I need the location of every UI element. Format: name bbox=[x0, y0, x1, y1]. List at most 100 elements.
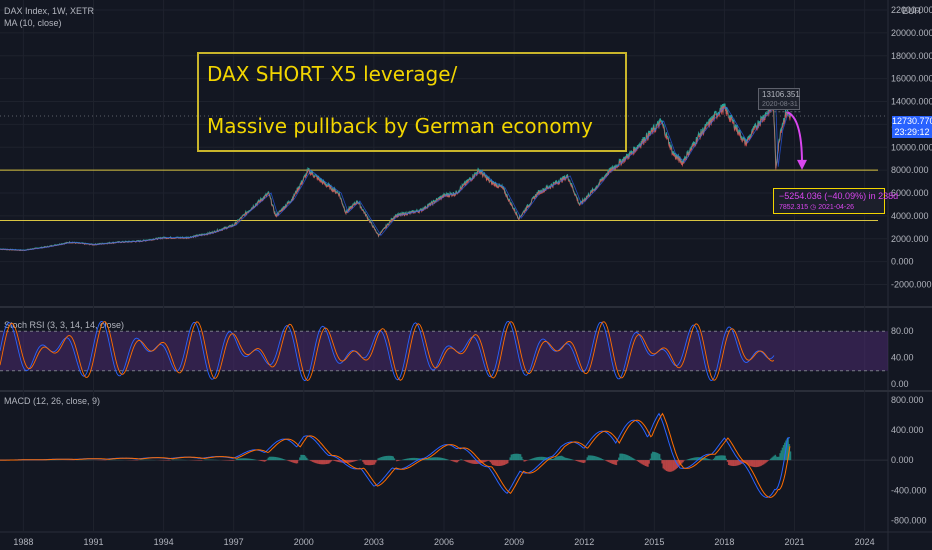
macd-histogram-bar bbox=[432, 457, 434, 461]
macd-histogram-bar bbox=[595, 456, 598, 461]
macd-histogram-bar bbox=[593, 455, 595, 461]
macd-histogram-bar bbox=[396, 460, 398, 462]
macd-histogram-bar bbox=[706, 458, 709, 461]
macd-histogram-bar bbox=[634, 459, 636, 461]
macd-histogram-bar bbox=[439, 457, 441, 461]
macd-histogram-bar bbox=[660, 458, 662, 461]
macd-histogram-bar bbox=[716, 455, 718, 461]
macd-histogram-bar bbox=[487, 460, 489, 461]
macd-histogram-bar bbox=[516, 453, 518, 461]
macd-histogram-bar bbox=[752, 460, 754, 467]
macd-histogram-bar bbox=[387, 455, 390, 461]
macd-histogram-bar bbox=[336, 460, 338, 462]
macd-histogram-bar bbox=[323, 460, 326, 465]
macd-histogram-bar bbox=[205, 459, 208, 461]
macd-histogram-bar bbox=[691, 457, 694, 461]
macd-histogram-bar bbox=[771, 457, 773, 461]
macd-histogram-bar bbox=[779, 453, 781, 461]
macd-histogram-bar bbox=[274, 456, 276, 461]
macd-histogram-bar bbox=[410, 458, 412, 461]
macd-histogram-bar bbox=[445, 458, 447, 461]
macd-histogram-bar bbox=[325, 460, 328, 465]
macd-histogram-bar bbox=[775, 456, 778, 461]
macd-histogram-bar bbox=[666, 460, 668, 472]
macd-histogram-bar bbox=[301, 454, 303, 461]
macd-histogram-bar bbox=[745, 460, 747, 464]
macd-histogram-bar bbox=[695, 457, 697, 461]
macd-histogram-bar bbox=[389, 455, 391, 461]
macd-histogram-bar bbox=[625, 454, 627, 461]
stoch-tick-label: 80.00 bbox=[891, 326, 914, 336]
macd-histogram-bar bbox=[787, 437, 789, 461]
macd-histogram-bar bbox=[246, 458, 248, 461]
macd-histogram-bar bbox=[618, 457, 620, 461]
macd-histogram-bar bbox=[738, 460, 740, 465]
macd-histogram-bar bbox=[507, 460, 509, 464]
clock-icon: ◷ bbox=[810, 204, 817, 211]
macd-histogram-bar bbox=[320, 460, 322, 465]
macd-histogram-bar bbox=[607, 460, 609, 462]
macd-histogram-bar bbox=[306, 457, 308, 461]
macd-histogram-bar bbox=[472, 460, 474, 464]
symbol-title: DAX Index, 1W, XETR bbox=[4, 6, 95, 16]
macd-histogram-bar bbox=[563, 456, 565, 461]
annotation-box[interactable]: DAX SHORT X5 leverage/ Massive pullback … bbox=[197, 52, 627, 152]
macd-histogram-bar bbox=[496, 460, 498, 466]
macd-histogram-bar bbox=[629, 456, 632, 461]
macd-histogram-bar bbox=[682, 460, 684, 463]
macd-histogram-bar bbox=[551, 459, 553, 461]
macd-histogram-bar bbox=[533, 457, 536, 461]
measure-box[interactable]: −5254.036 (−40.09%) in 238d 7852.315 ◷ 2… bbox=[773, 188, 898, 214]
macd-histogram-bar bbox=[597, 456, 599, 461]
macd-histogram-bar bbox=[261, 460, 264, 462]
macd-histogram-bar bbox=[559, 455, 562, 461]
macd-histogram-bar bbox=[601, 458, 604, 461]
macd-histogram-bar bbox=[313, 460, 315, 463]
macd-histogram-bar bbox=[455, 460, 458, 463]
macd-histogram-bar bbox=[498, 460, 501, 467]
macd-histogram-bar bbox=[726, 460, 729, 462]
macd-histogram-bar bbox=[722, 455, 724, 461]
macd-histogram-bar bbox=[692, 457, 695, 461]
macd-histogram-bar bbox=[436, 457, 439, 461]
macd-histogram-bar bbox=[628, 455, 631, 461]
macd-histogram-bar bbox=[304, 456, 307, 461]
macd-histogram-bar bbox=[250, 458, 252, 461]
price-tick-label: -2000.000 bbox=[891, 280, 932, 290]
macd-histogram-bar bbox=[366, 460, 369, 466]
macd-histogram-bar bbox=[288, 460, 290, 462]
macd-histogram-bar bbox=[567, 458, 570, 461]
macd-histogram-bar bbox=[330, 460, 333, 462]
macd-histogram-bar bbox=[382, 456, 384, 461]
macd-histogram-bar bbox=[364, 460, 366, 465]
macd-histogram-bar bbox=[245, 458, 247, 461]
macd-histogram-bar bbox=[411, 457, 413, 461]
macd-histogram-bar bbox=[453, 460, 455, 462]
macd-histogram-bar bbox=[535, 457, 537, 461]
peak-marker-label[interactable]: 13106.351 2020-08-31 bbox=[758, 88, 800, 110]
macd-histogram-bar bbox=[209, 459, 211, 461]
macd-histogram-bar bbox=[584, 460, 586, 463]
macd-histogram-bar bbox=[375, 460, 377, 463]
macd-histogram-bar bbox=[248, 458, 251, 461]
price-tick-label: 16000.000 bbox=[891, 74, 932, 84]
macd-histogram-bar bbox=[470, 460, 473, 464]
macd-histogram-bar bbox=[673, 460, 675, 471]
macd-histogram-bar bbox=[690, 458, 692, 461]
annotation-line-2: Massive pullback by German economy bbox=[207, 114, 593, 138]
macd-histogram-bar bbox=[296, 460, 299, 464]
macd-histogram-bar bbox=[741, 460, 744, 464]
macd-histogram-bar bbox=[761, 460, 764, 466]
macd-histogram-bar bbox=[623, 454, 626, 461]
macd-histogram-bar bbox=[406, 458, 409, 461]
macd-histogram-bar bbox=[350, 460, 352, 463]
peak-value: 13106.351 bbox=[762, 90, 800, 99]
macd-histogram-bar bbox=[458, 460, 460, 462]
macd-histogram-bar bbox=[414, 457, 417, 461]
macd-histogram-bar bbox=[391, 455, 393, 461]
macd-histogram-bar bbox=[724, 455, 726, 461]
macd-histogram-bar bbox=[317, 460, 320, 464]
macd-histogram-bar bbox=[490, 460, 493, 464]
macd-histogram-bar bbox=[342, 460, 344, 463]
